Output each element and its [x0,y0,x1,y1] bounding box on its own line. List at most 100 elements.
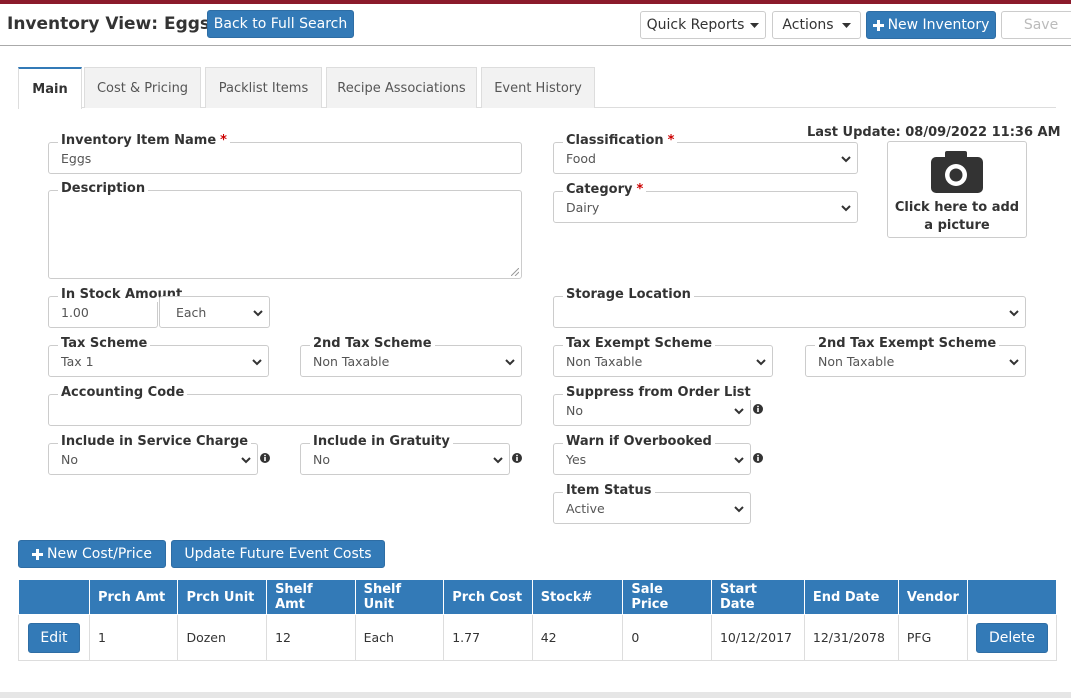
info-icon [512,453,522,463]
textarea[interactable] [48,190,522,279]
top-bar [0,0,1071,4]
info-icon [260,453,270,463]
quick-reports-label: Quick Reports [646,17,745,33]
label-text: Category [566,182,633,197]
table-row: Edit 1 Dozen 12 Each 1.77 42 0 10/12/2017 12/31/2… [18,614,1057,661]
tab[interactable]: Cost & Pricing [84,67,201,108]
table-cell: 1 [88,614,179,661]
label-text: Tax Exempt Scheme [566,336,713,351]
select-caret [841,156,851,163]
field-value: Dairy [566,199,600,215]
field-value: No [61,451,78,467]
field-label: Inventory Item Name * [58,133,230,148]
table-cell: 42 [531,614,624,661]
footer-bar [0,692,1071,698]
delete-button[interactable]: Delete [976,622,1048,653]
picture-box[interactable]: Click here to add a picture [887,141,1027,238]
field-label: Description [58,181,149,196]
header-cell [967,579,1057,615]
select-caret [841,205,851,212]
field-label: Include in Service Charge [58,434,252,449]
quick-reports-button[interactable]: Quick Reports [640,11,766,39]
field-label: Suppress from Order List [563,385,754,400]
table-cell: Dozen [177,614,268,661]
table-cell: 0 [622,614,712,661]
table-cell: 12 [266,614,356,661]
save-button[interactable]: Save [1001,11,1071,39]
table-cell: 10/12/2017 [710,614,805,661]
label-text: In Stock Amount [61,287,183,302]
info-icon [753,404,763,414]
column-header: Prch Amt [88,579,179,615]
field-label: Category * [563,182,647,197]
select-caret [253,310,263,317]
unit-select[interactable]: Each [159,296,270,328]
field-label: Classification * [563,133,678,148]
field-value: No [566,402,583,418]
field-value: 1.00 [61,304,89,320]
label-text: Include in Service Charge [61,434,249,449]
label-text: Item Status [566,483,652,498]
field-value: Non Taxable [566,353,643,369]
select-caret [734,408,744,415]
label-text: Include in Gratuity [313,434,450,449]
tab[interactable]: Recipe Associations [326,67,477,108]
new-cost-button[interactable]: New Cost/Price [18,540,166,568]
table-cell: Each [354,614,445,661]
column-header: Start Date [710,579,805,615]
resize-grip [511,268,519,276]
info-icon [753,453,763,463]
column-header: End Date [803,579,899,615]
field-value: Non Taxable [313,353,390,369]
column-header: Prch Unit [177,579,268,615]
caret [750,22,760,28]
column-header: Sale Price [622,579,712,615]
field-label: 2nd Tax Scheme [310,336,435,351]
tab[interactable]: Main [18,67,82,109]
field-value: No [313,451,330,467]
label-text: Suppress from Order List [566,385,751,400]
label-text: Accounting Code [61,385,185,400]
select-box[interactable]: Tax 1 [48,345,269,377]
table-cell: Delete [967,614,1057,661]
field-value: Active [566,500,605,516]
label-text: Classification [566,133,664,148]
select-caret [505,359,515,366]
select-caret [241,457,251,464]
label-text: 2nd Tax Scheme [313,336,432,351]
field-label: 2nd Tax Exempt Scheme [815,336,1000,351]
tab[interactable]: Event History [481,67,595,108]
field-label: In Stock Amount [58,287,186,302]
new-inventory-button[interactable]: New Inventory [866,11,996,39]
actions-button[interactable]: Actions [772,11,861,39]
field-label: Item Status [563,483,655,498]
field-value: Food [566,150,596,166]
label-text: Tax Scheme [61,336,148,351]
label-text: Storage Location [566,287,691,302]
new-inventory-label: New Inventory [887,17,990,33]
column-header: Shelf Unit [354,579,445,615]
label-text: Warn if Overbooked [566,434,712,449]
label-text: 2nd Tax Exempt Scheme [818,336,997,351]
field-label: Tax Exempt Scheme [563,336,716,351]
header-divider [0,45,1071,46]
camera-icon [931,151,983,193]
tab[interactable]: Packlist Items [205,67,322,108]
back-button[interactable]: Back to Full Search [207,10,354,38]
edit-button[interactable]: Edit [27,622,80,653]
field-value: Eggs [61,150,92,166]
picture-label: Click here to add a picture [894,200,1020,233]
table-cell: 12/31/2078 [803,614,899,661]
field-label: Tax Scheme [58,336,151,351]
column-header: Shelf Amt [266,579,356,615]
column-header: Vendor [897,579,969,615]
update-costs-button[interactable]: Update Future Event Costs [171,540,385,568]
column-header: Stock# [531,579,624,615]
select-caret [252,359,262,366]
required-mark: * [667,133,675,148]
actions-label: Actions [782,17,834,33]
unit-value: Each [176,304,207,320]
header-cell [18,579,90,615]
select-caret [493,457,503,464]
